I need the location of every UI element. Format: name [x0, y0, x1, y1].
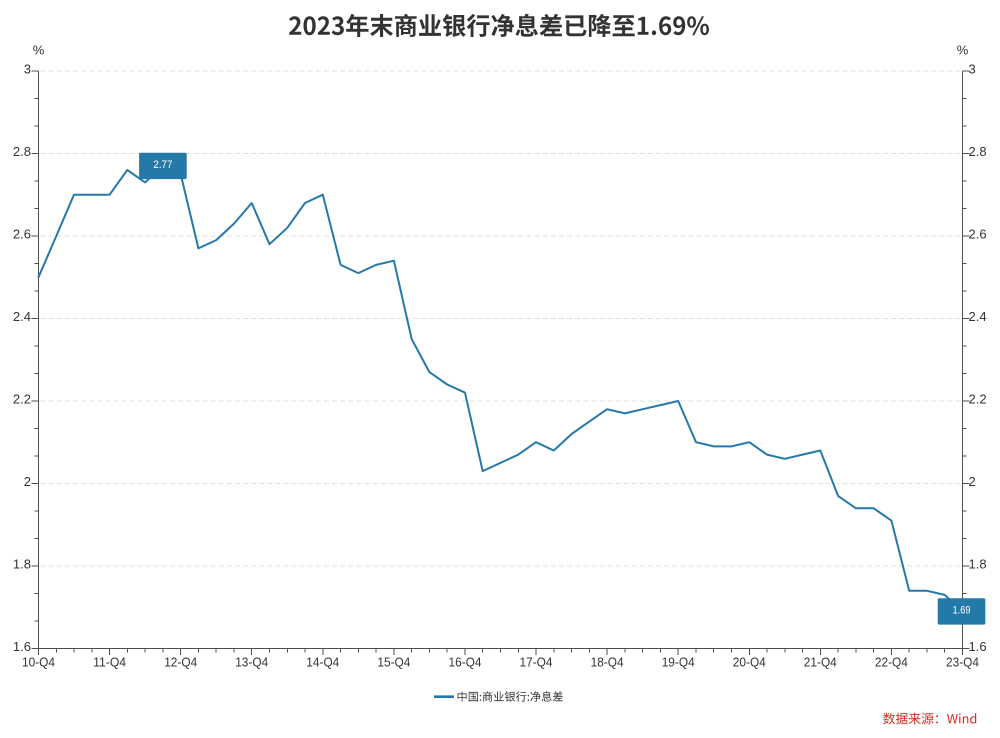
svg-text:13-Q4: 13-Q4	[235, 655, 268, 670]
svg-text:20-Q4: 20-Q4	[733, 655, 766, 670]
svg-text:1.6: 1.6	[13, 639, 31, 654]
svg-text:2.77: 2.77	[153, 159, 172, 171]
svg-text:1.69: 1.69	[953, 605, 971, 617]
svg-text:%: %	[957, 43, 969, 58]
svg-text:2.6: 2.6	[969, 227, 987, 242]
svg-text:16-Q4: 16-Q4	[449, 655, 482, 670]
svg-text:2.4: 2.4	[969, 309, 987, 324]
svg-text:22-Q4: 22-Q4	[875, 655, 908, 670]
svg-text:%: %	[33, 43, 45, 58]
svg-text:2.2: 2.2	[13, 392, 31, 407]
svg-text:2.6: 2.6	[13, 227, 31, 242]
svg-text:12-Q4: 12-Q4	[164, 655, 197, 670]
svg-text:17-Q4: 17-Q4	[520, 655, 553, 670]
svg-text:2.4: 2.4	[13, 309, 31, 324]
svg-text:2: 2	[969, 474, 976, 489]
svg-text:2.2: 2.2	[969, 392, 987, 407]
svg-text:18-Q4: 18-Q4	[591, 655, 624, 670]
svg-text:14-Q4: 14-Q4	[306, 655, 339, 670]
svg-text:2.8: 2.8	[969, 144, 987, 159]
svg-text:21-Q4: 21-Q4	[804, 655, 837, 670]
svg-text:23-Q4: 23-Q4	[946, 655, 979, 670]
svg-text:3: 3	[24, 62, 31, 77]
svg-text:1.8: 1.8	[969, 557, 987, 572]
svg-text:2: 2	[24, 474, 31, 489]
svg-text:1.8: 1.8	[13, 557, 31, 572]
svg-text:19-Q4: 19-Q4	[662, 655, 695, 670]
svg-text:11-Q4: 11-Q4	[93, 655, 126, 670]
svg-text:3: 3	[969, 62, 976, 77]
svg-text:10-Q4: 10-Q4	[22, 655, 55, 670]
svg-text:2.8: 2.8	[13, 144, 31, 159]
svg-text:1.6: 1.6	[969, 639, 987, 654]
svg-text:15-Q4: 15-Q4	[377, 655, 410, 670]
